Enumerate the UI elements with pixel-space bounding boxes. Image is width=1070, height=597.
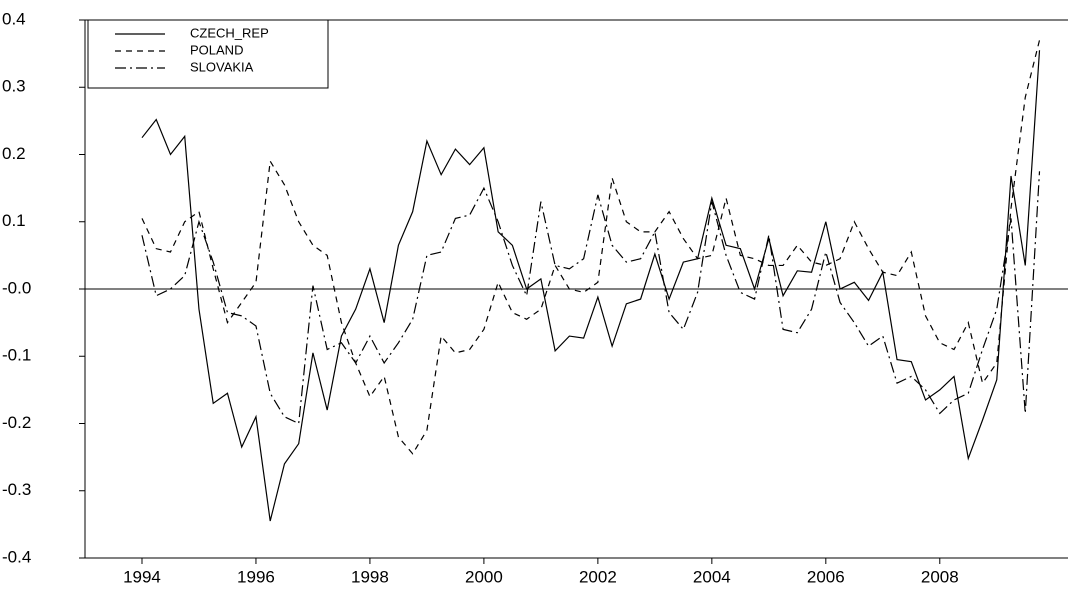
series-line — [141, 171, 1041, 425]
y-tick-label: -0.4 — [2, 547, 31, 566]
y-tick-label: 0.3 — [2, 77, 26, 96]
x-tick-label: 2008 — [921, 567, 959, 586]
x-tick-label: 1998 — [351, 567, 389, 586]
x-tick-label: 2006 — [807, 567, 845, 586]
y-tick-label: -0.3 — [2, 480, 31, 499]
series-line — [141, 50, 1041, 522]
legend-label: POLAND — [190, 42, 243, 57]
x-tick-label: 1994 — [123, 567, 161, 586]
y-tick-label: 0.1 — [2, 211, 26, 230]
series-line — [141, 40, 1041, 455]
y-tick-label: -0.2 — [2, 413, 31, 432]
x-tick-label: 1996 — [237, 567, 275, 586]
legend-label: CZECH_REP — [190, 25, 269, 40]
legend-label: SLOVAKIA — [190, 59, 254, 74]
y-tick-label: 0.4 — [2, 9, 26, 28]
y-tick-label: 0.2 — [2, 144, 26, 163]
legend-box — [87, 19, 329, 89]
y-tick-label: -0.0 — [2, 278, 31, 297]
y-tick-label: -0.1 — [2, 346, 31, 365]
legend: CZECH_REP POLAND SLOVAKIA — [87, 19, 329, 89]
x-tick-label: 2004 — [693, 567, 731, 586]
x-tick-label: 2002 — [579, 567, 617, 586]
x-tick-label: 2000 — [465, 567, 503, 586]
